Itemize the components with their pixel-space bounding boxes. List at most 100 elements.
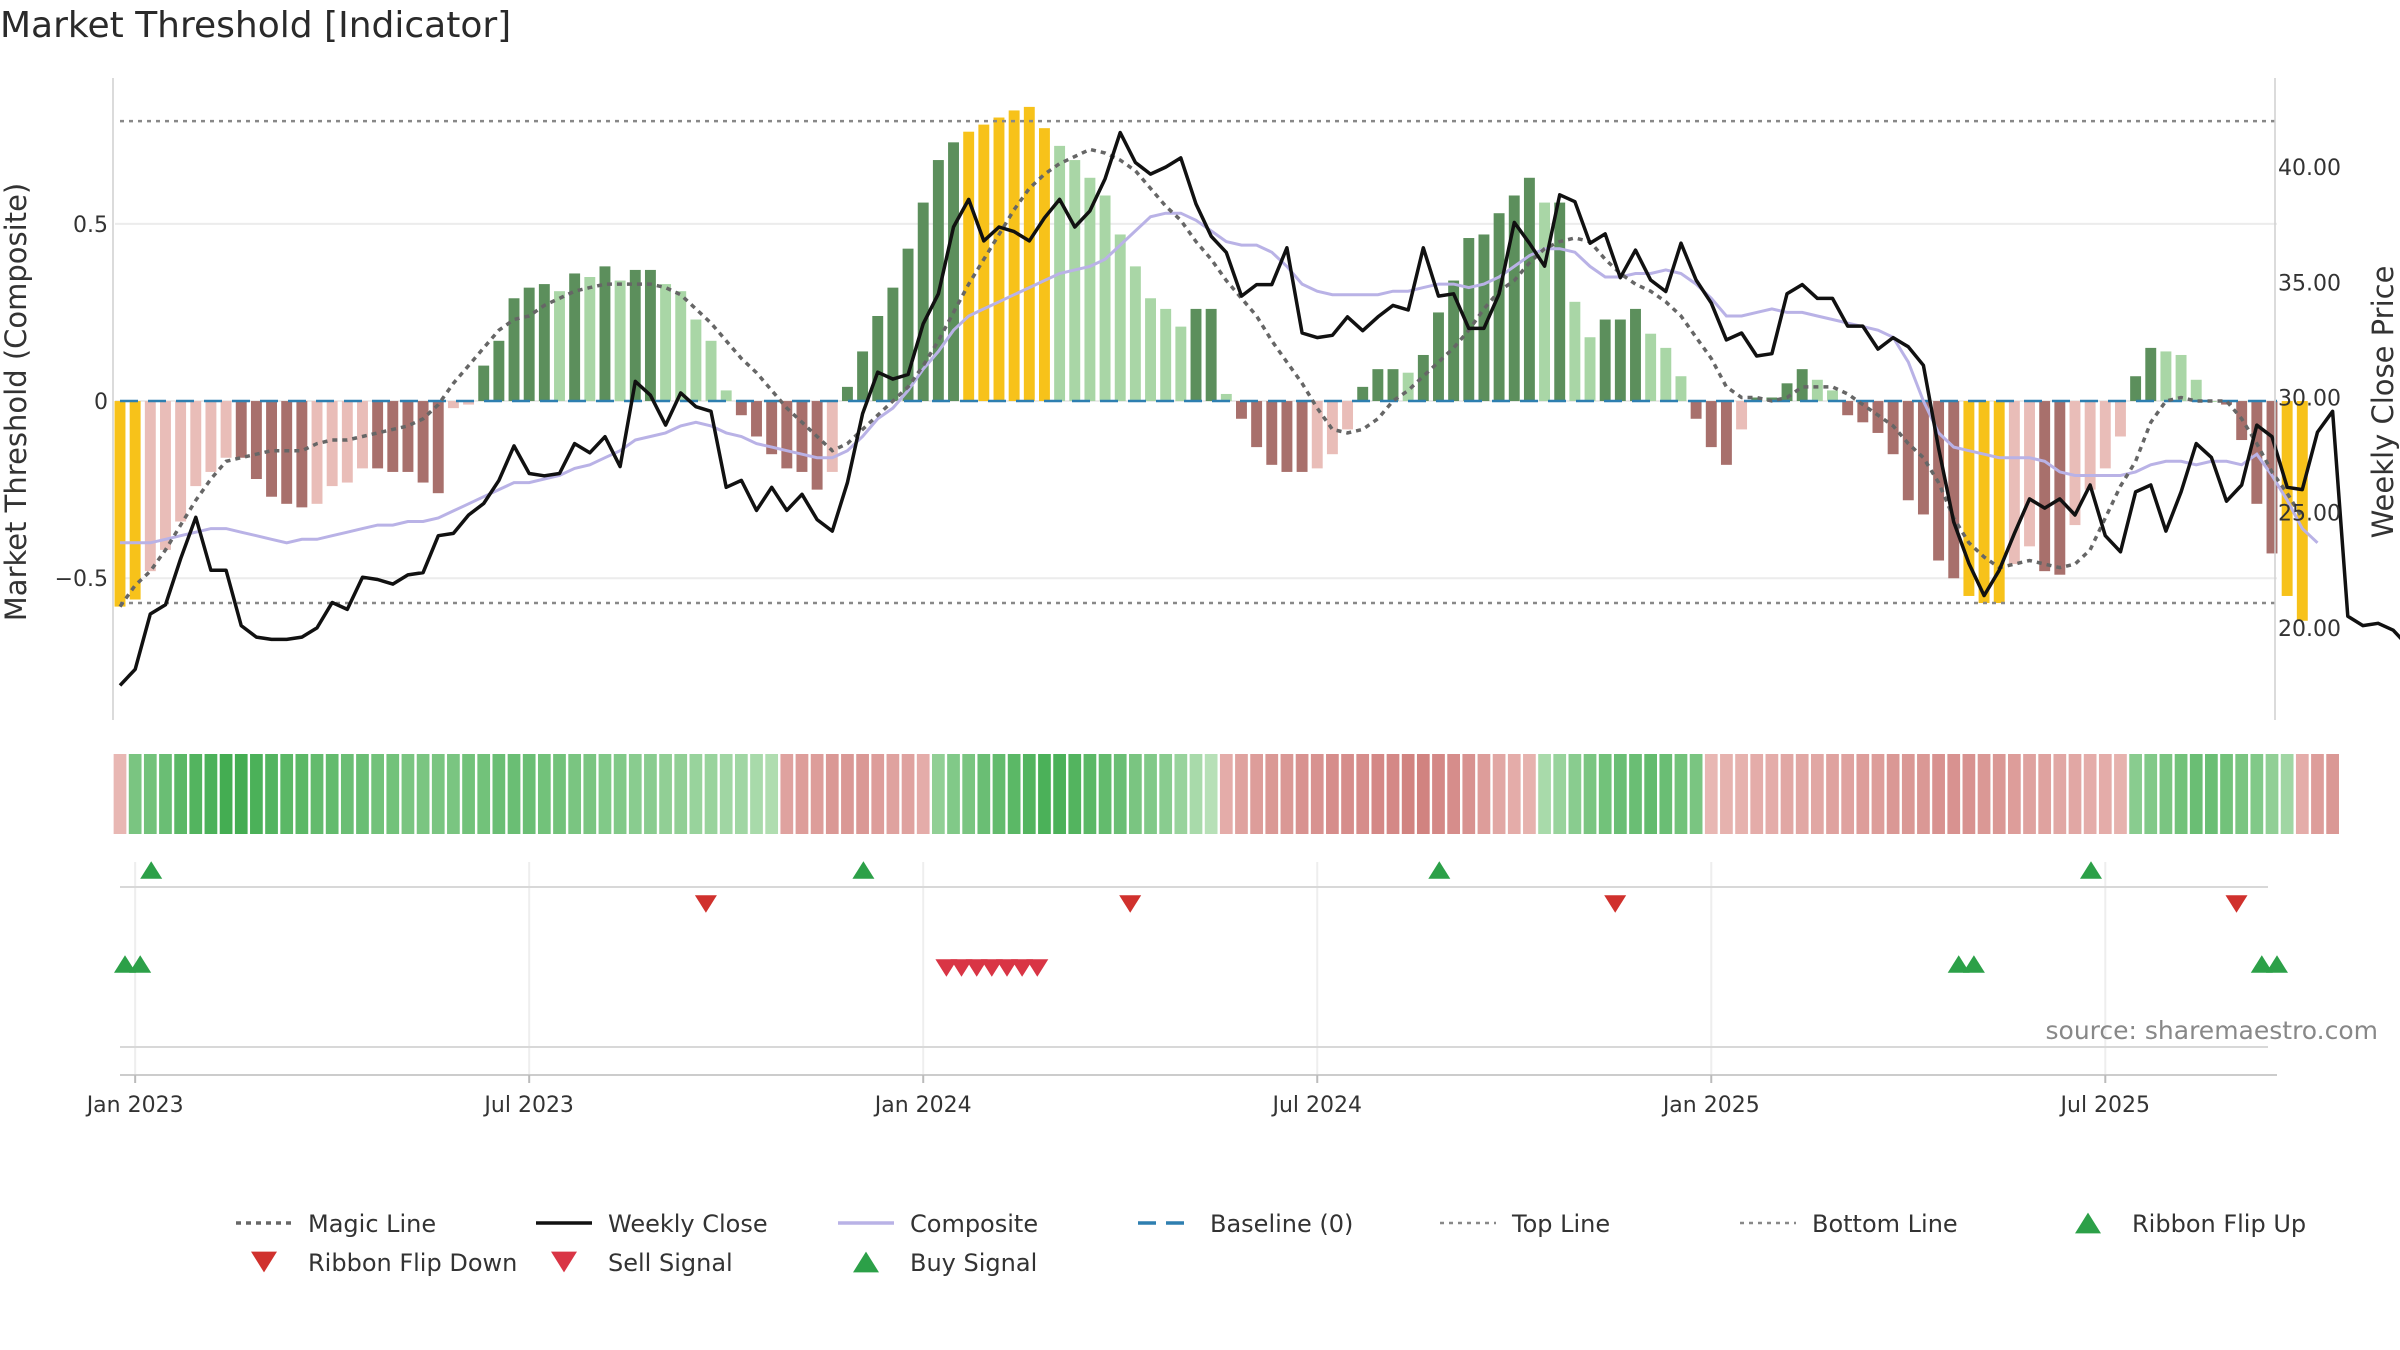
left-tick-label: 0: [94, 390, 108, 415]
histogram-bar: [1296, 401, 1308, 472]
histogram-bar: [432, 401, 444, 494]
histogram-bar: [735, 401, 747, 416]
histogram-bar: [1357, 386, 1369, 402]
histogram-bar: [2160, 351, 2172, 402]
ribbon-cell: [1144, 754, 1157, 834]
ribbon-flip-up-marker: [2266, 955, 2288, 973]
histogram-bar: [705, 340, 717, 402]
histogram-bar: [1993, 401, 2005, 604]
histogram-bar: [811, 401, 823, 490]
left-tick-label: −0.5: [55, 567, 108, 592]
histogram-bar: [1963, 401, 1975, 596]
ribbon-cell: [492, 754, 506, 834]
ribbon-cell: [1901, 754, 1915, 834]
ribbon-cell: [1310, 754, 1324, 834]
histogram-bar: [1463, 238, 1475, 402]
ribbon-cell: [947, 754, 960, 834]
ribbon-cell: [2144, 754, 2158, 834]
ribbon-cell: [2295, 754, 2309, 834]
ribbon-flip-down-marker: [950, 959, 973, 977]
ribbon-cell: [2174, 754, 2188, 834]
ribbon-cell: [1841, 754, 1855, 834]
ribbon-cell: [1250, 754, 1263, 834]
buy-signal-marker: [140, 861, 163, 879]
ribbon-cell: [143, 754, 157, 834]
histogram-bar: [508, 298, 520, 402]
ribbon-cell: [1659, 754, 1673, 834]
ribbon-cell: [1295, 754, 1309, 834]
histogram-bar: [614, 280, 626, 402]
ribbon-cell: [719, 754, 733, 834]
ribbon-cell: [1629, 754, 1642, 834]
histogram-bar: [1023, 106, 1035, 402]
histogram-bar: [372, 401, 384, 469]
ribbon-cell: [1780, 754, 1794, 834]
ribbon-cell: [128, 754, 142, 834]
ribbon-cell: [356, 754, 369, 834]
ribbon-cell: [2265, 754, 2279, 834]
legend-label: Composite: [910, 1210, 1038, 1238]
histogram-bar: [841, 386, 853, 402]
histogram-bar: [205, 401, 217, 472]
right-tick-label: 20.00: [2278, 617, 2341, 642]
histogram-bar: [1720, 401, 1732, 465]
ribbon-cell: [1886, 754, 1900, 834]
ribbon-cell: [1507, 754, 1521, 834]
ribbon-cell: [871, 754, 885, 834]
ribbon-cell: [265, 754, 278, 834]
histogram-bar: [114, 401, 126, 607]
histogram-bar: [387, 401, 399, 472]
ribbon-cell: [2038, 754, 2052, 834]
histogram-bar: [1827, 390, 1838, 402]
ribbon-cell: [977, 754, 991, 834]
legend-marker: [2075, 1212, 2101, 1234]
histogram-bar: [1811, 379, 1823, 402]
right-tick-label: 35.00: [2278, 271, 2341, 296]
histogram-bar: [1796, 369, 1808, 402]
histogram-bar: [1069, 160, 1081, 402]
ribbon-cell: [537, 754, 551, 834]
histogram-bar: [1493, 213, 1505, 402]
histogram-bar: [2069, 401, 2081, 526]
legend-marker: [551, 1251, 577, 1273]
ribbon-cell: [992, 754, 1006, 834]
right-tick-label: 30.00: [2278, 387, 2341, 412]
histogram-bar: [1099, 195, 1111, 402]
x-tick-label: Jan 2023: [85, 1093, 184, 1118]
histogram-bar: [1948, 401, 1960, 579]
histogram-bar: [1554, 202, 1566, 402]
histogram-bar: [2190, 379, 2202, 402]
right-tick-label: 40.00: [2278, 156, 2341, 181]
ribbon-cell: [1598, 754, 1612, 834]
ribbon-cell: [2250, 754, 2264, 834]
histogram-bar: [751, 401, 762, 437]
ribbon-cell: [795, 754, 809, 834]
ribbon-cell: [1644, 754, 1658, 834]
histogram-bar: [690, 319, 702, 402]
ribbon-cell: [1962, 754, 1976, 834]
ribbon-cell: [810, 754, 824, 834]
histogram-bar: [326, 401, 338, 487]
ribbon-flip-down-marker: [1011, 959, 1034, 977]
histogram-bar: [1129, 266, 1141, 402]
histogram-bar: [584, 277, 596, 402]
x-tick-label: Jan 2025: [1661, 1093, 1760, 1118]
histogram-bar: [235, 401, 247, 458]
x-tick-label: Jan 2024: [873, 1093, 972, 1118]
ribbon-cell: [2053, 754, 2067, 834]
ribbon-cell: [219, 754, 233, 834]
ribbon-cell: [765, 754, 779, 834]
ribbon-flip-up-marker: [129, 955, 152, 973]
histogram-bar: [826, 401, 838, 472]
right-tick-label: 25.00: [2278, 502, 2341, 527]
histogram-bar: [917, 202, 929, 402]
ribbon-cell: [1917, 754, 1930, 834]
histogram-bar: [857, 351, 869, 402]
ribbon-cell: [932, 754, 945, 834]
histogram-bar: [1266, 401, 1278, 465]
ribbon-cell: [280, 754, 294, 834]
sell-signal-marker: [1119, 895, 1142, 913]
ribbon-cell: [1613, 754, 1627, 834]
ribbon-cell: [2189, 754, 2203, 834]
histogram-bar: [660, 284, 672, 402]
